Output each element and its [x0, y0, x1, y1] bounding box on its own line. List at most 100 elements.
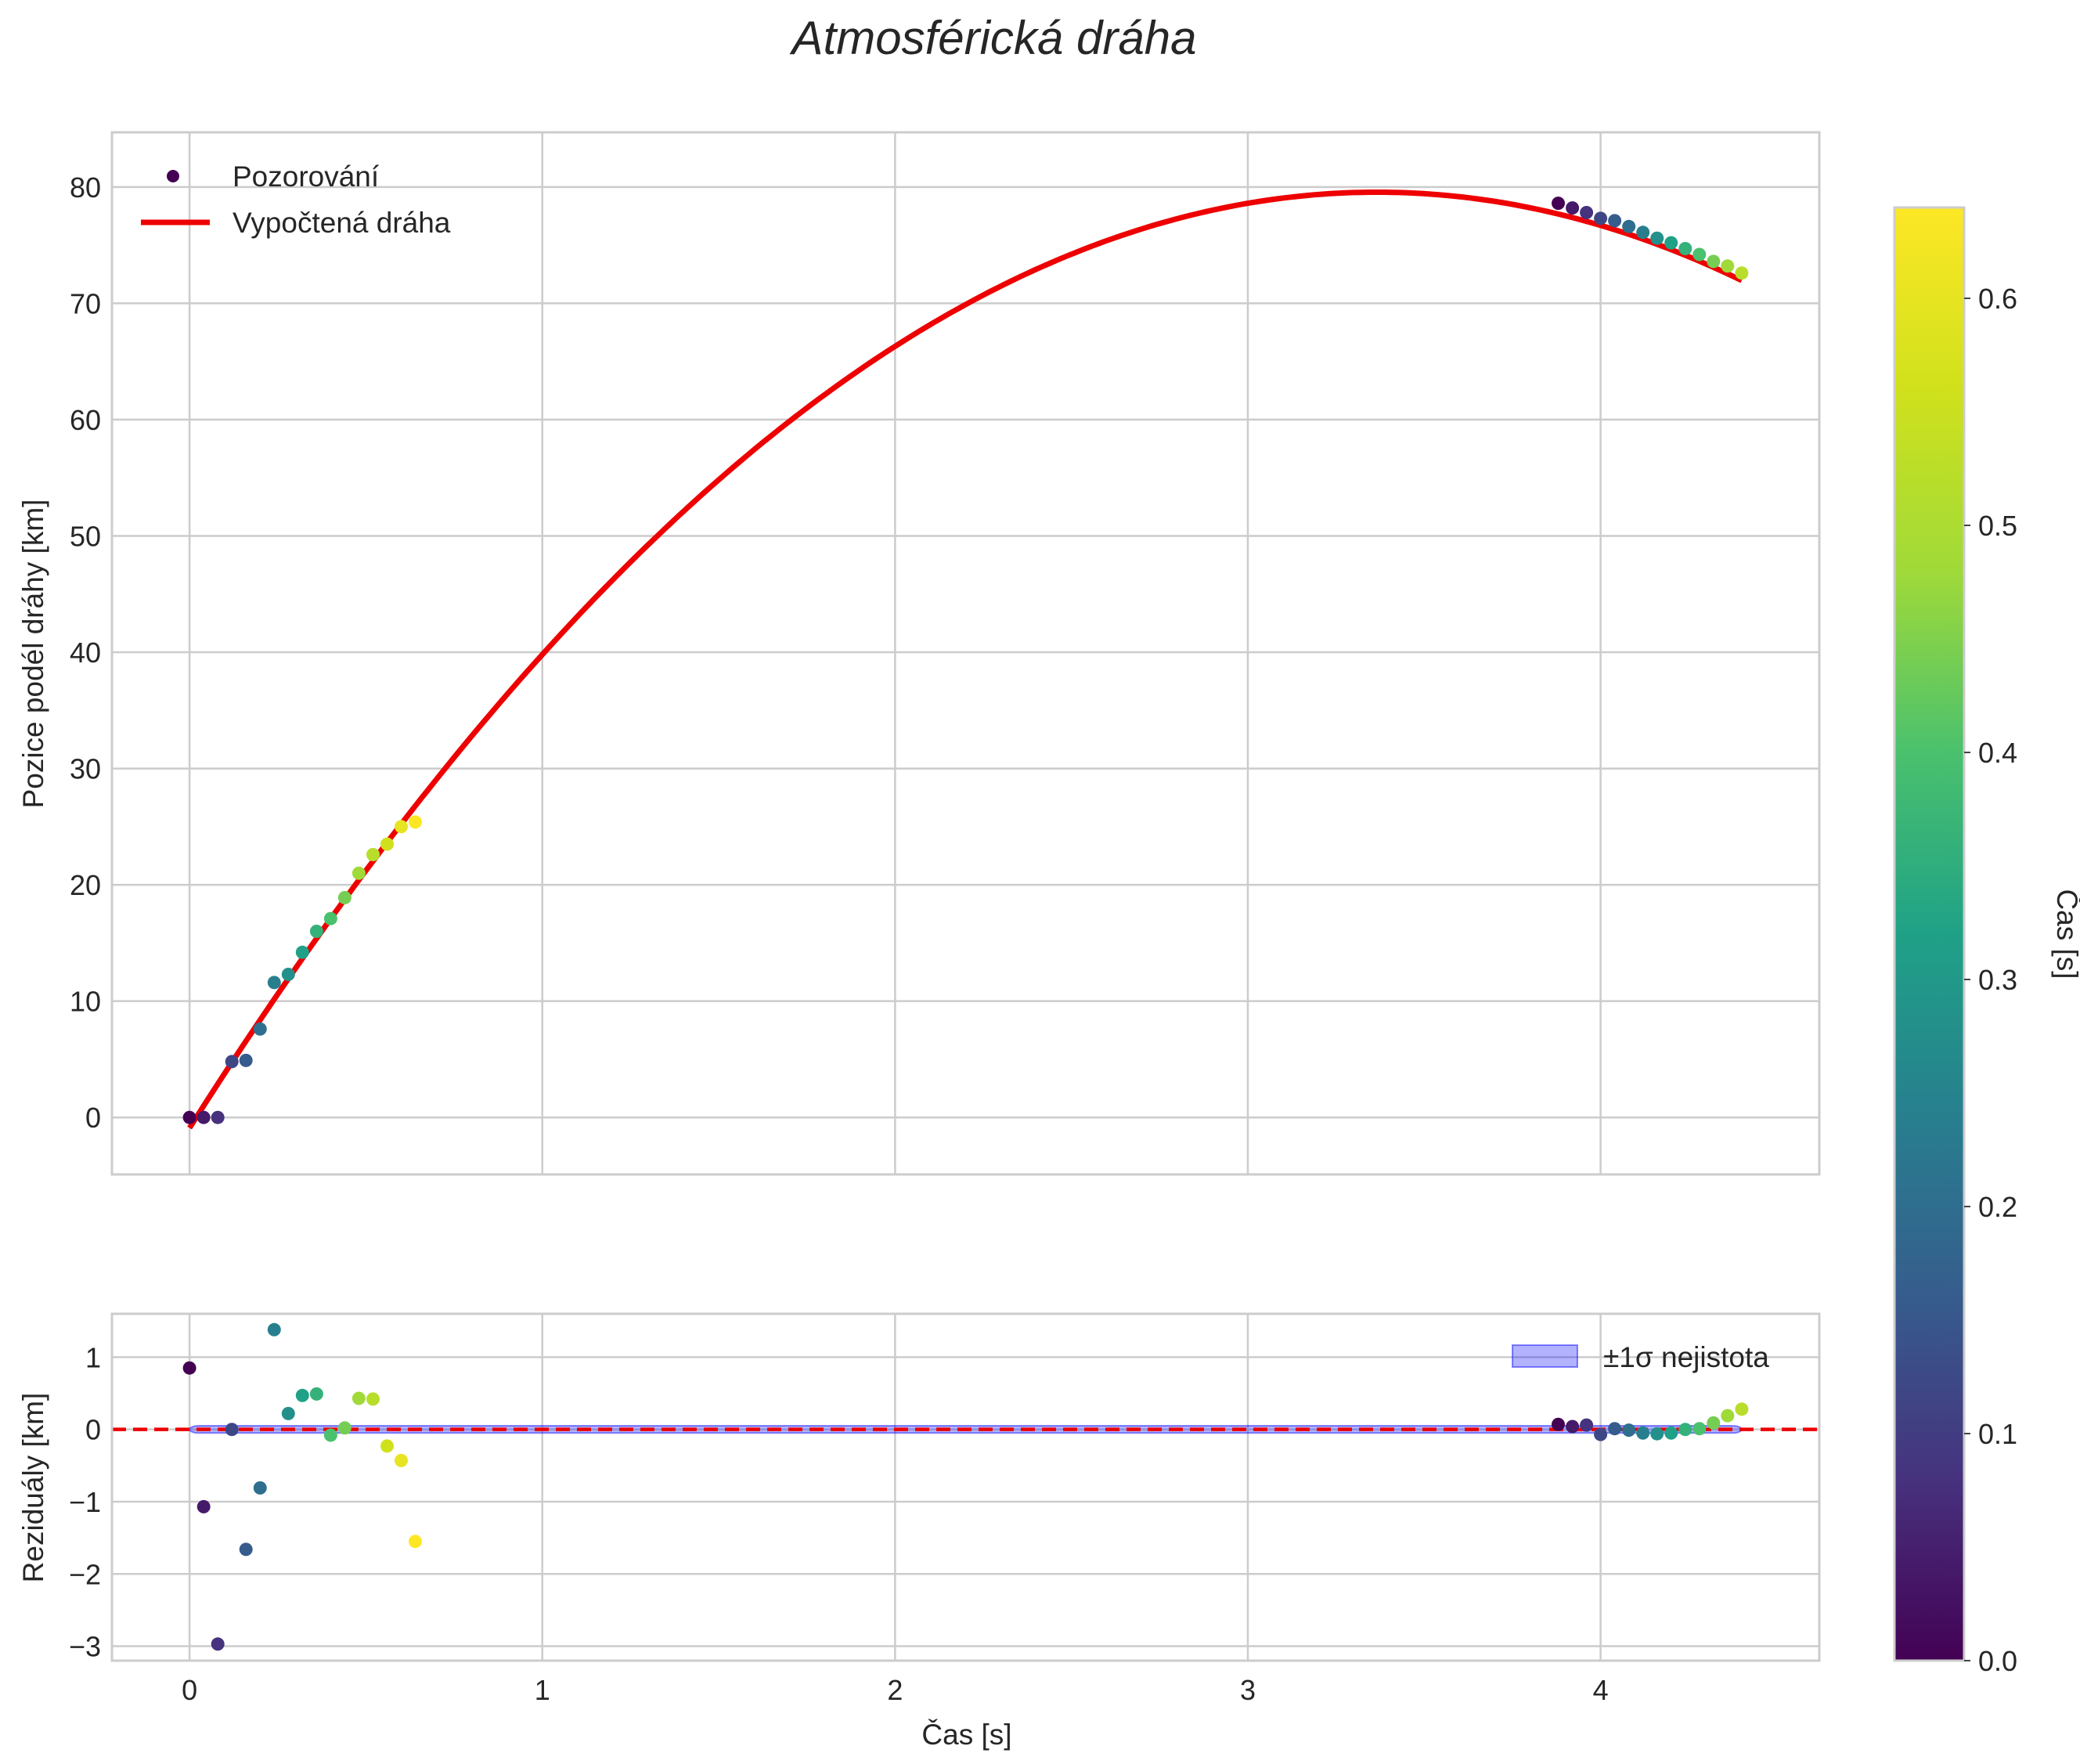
- residual-point: [225, 1423, 239, 1437]
- observation-point: [309, 925, 323, 938]
- computed-trajectory-line: [187, 189, 1743, 1130]
- colorbar-label: Čas [s]: [2051, 889, 2080, 979]
- colorbar-tick-label: 0.5: [1978, 510, 2017, 542]
- residual-x-tick-label: 4: [1593, 1674, 1609, 1706]
- residual-plot-area: [112, 1322, 1819, 1651]
- residual-tick-labels: 0 1 2 3 4 −3 −2 −1 0 1: [69, 1341, 1609, 1706]
- residual-point: [323, 1428, 337, 1442]
- legend-observation-marker: [167, 170, 179, 182]
- residual-point: [380, 1439, 394, 1453]
- residual-point: [1692, 1422, 1707, 1436]
- colorbar: 0.0 0.1 0.2 0.3 0.4 0.5 0.6 Čas [s]: [1893, 206, 2080, 1677]
- colorbar-tick-label: 0.6: [1978, 283, 2017, 315]
- residual-point: [1622, 1423, 1636, 1438]
- observation-point: [1692, 247, 1707, 262]
- colorbar-tick-label: 0.0: [1978, 1645, 2017, 1677]
- main-y-tick-label: 20: [70, 869, 101, 901]
- residual-panel: 0 1 2 3 4 −3 −2 −1 0 1 Reziduály [km] Čas [s] ±1σ…: [17, 1312, 1821, 1751]
- main-y-tick-label: 80: [70, 171, 101, 204]
- residual-y-tick-label: 0: [85, 1414, 101, 1446]
- residual-point: [1594, 1427, 1608, 1441]
- residual-point: [1580, 1418, 1594, 1432]
- colorbar-tick-labels: 0.0 0.1 0.2 0.3 0.4 0.5 0.6: [1964, 283, 2017, 1677]
- colorbar-tick-label: 0.2: [1978, 1191, 2017, 1223]
- residual-point: [1664, 1426, 1678, 1440]
- residual-point: [281, 1406, 295, 1420]
- residual-point: [309, 1387, 323, 1401]
- observation-point: [225, 1055, 239, 1069]
- colorbar-tick-label: 0.1: [1978, 1418, 2017, 1450]
- observation-point: [253, 1022, 267, 1036]
- main-plot-area: [182, 189, 1749, 1130]
- observation-point: [1622, 219, 1636, 233]
- main-panel-frame: [110, 131, 1821, 1176]
- main-y-tick-label: 60: [70, 404, 101, 436]
- legend-uncertainty-label: ±1σ nejistota: [1603, 1341, 1769, 1373]
- residual-panel-background: [112, 1314, 1819, 1661]
- residual-y-tick-label: −2: [69, 1558, 101, 1590]
- observation-point: [409, 815, 422, 829]
- residual-x-tick-label: 3: [1240, 1674, 1256, 1706]
- residual-point: [366, 1392, 380, 1406]
- observation-point: [196, 1110, 211, 1124]
- residual-y-tick-label: −3: [69, 1631, 101, 1663]
- observation-point: [1735, 266, 1749, 280]
- observation-point: [295, 945, 309, 959]
- main-y-tick-label: 50: [70, 520, 101, 552]
- residual-point: [182, 1361, 196, 1375]
- observation-point: [323, 911, 337, 925]
- residual-point: [1608, 1422, 1622, 1436]
- residual-point: [239, 1542, 253, 1557]
- observation-point: [1552, 197, 1565, 211]
- residual-point: [1650, 1427, 1664, 1441]
- observation-point: [366, 848, 380, 861]
- residual-y-tick-label: 1: [85, 1341, 101, 1373]
- observation-point: [267, 976, 281, 990]
- residual-point: [196, 1499, 211, 1513]
- observation-point: [1636, 225, 1650, 240]
- main-y-tick-label: 10: [70, 986, 101, 1018]
- main-y-tick-label: 40: [70, 637, 101, 669]
- observation-point: [1580, 206, 1594, 219]
- observation-point: [1650, 231, 1664, 245]
- residual-point: [267, 1322, 281, 1337]
- observation-point: [1566, 201, 1580, 215]
- residual-point: [1707, 1416, 1721, 1430]
- residual-point: [1735, 1402, 1749, 1416]
- residual-point: [1636, 1426, 1650, 1440]
- observation-point: [1678, 242, 1692, 255]
- legend-trajectory-label: Vypočtená dráha: [233, 207, 451, 239]
- residual-point: [1566, 1419, 1580, 1434]
- observation-point: [281, 968, 295, 981]
- residual-point: [1721, 1409, 1735, 1423]
- chart-title: Atmosférická dráha: [790, 12, 1197, 64]
- x-axis-label: Čas [s]: [921, 1719, 1011, 1751]
- residual-point: [1552, 1417, 1565, 1431]
- main-y-axis-label: Pozice podél dráhy [km]: [17, 500, 49, 809]
- observation-point: [395, 820, 408, 834]
- colorbar-tick-label: 0.3: [1978, 964, 2017, 996]
- residual-y-axis-label: Reziduály [km]: [17, 1393, 49, 1583]
- main-y-tick-label: 30: [70, 753, 101, 785]
- observation-point: [211, 1110, 225, 1124]
- observation-point: [351, 866, 366, 880]
- observation-point: [1707, 254, 1721, 269]
- observation-point: [239, 1053, 253, 1067]
- legend-observation-label: Pozorování: [233, 161, 380, 193]
- legend-uncertainty-swatch: [1512, 1344, 1578, 1368]
- colorbar-tick-label: 0.4: [1978, 737, 2017, 769]
- residual-point: [351, 1391, 366, 1405]
- main-y-tick-label: 0: [85, 1102, 101, 1134]
- residual-point: [211, 1637, 225, 1651]
- main-y-tick-label: 70: [70, 287, 101, 319]
- observation-point: [1594, 211, 1608, 225]
- observation-point: [1721, 259, 1735, 273]
- observation-point: [1664, 236, 1678, 250]
- observation-point: [182, 1110, 196, 1124]
- residual-point: [409, 1535, 422, 1549]
- residual-point: [1678, 1423, 1692, 1437]
- residual-panel-frame: [110, 1312, 1821, 1662]
- residual-point: [253, 1481, 267, 1495]
- residual-point: [337, 1421, 351, 1435]
